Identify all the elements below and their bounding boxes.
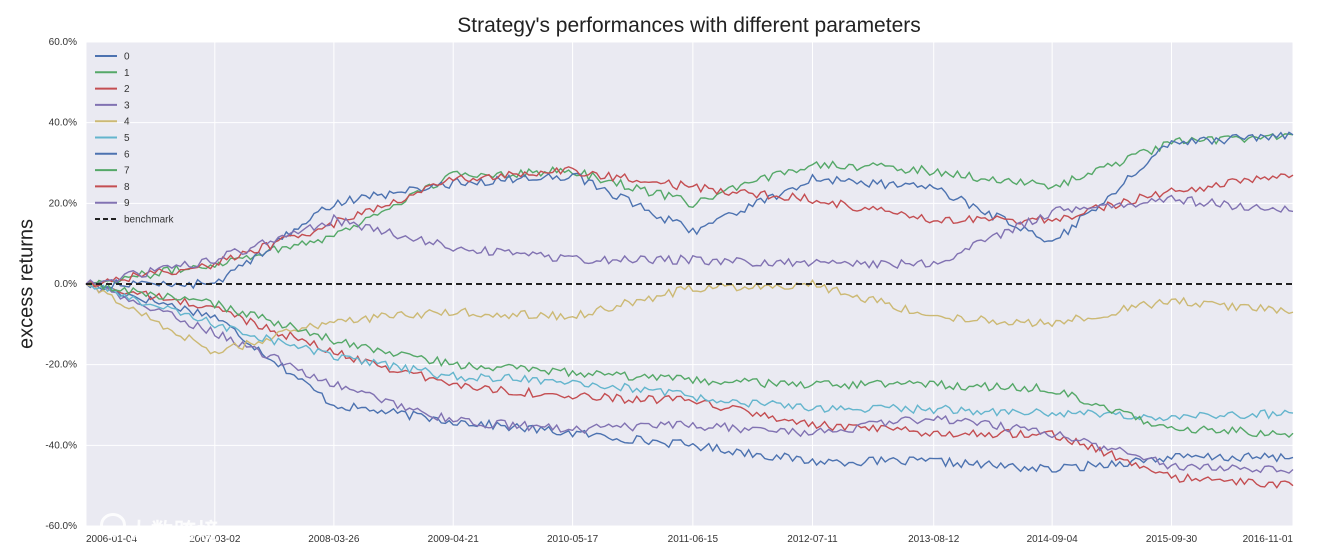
legend-label: 1 [124,68,130,79]
watermark: 大数跨境 [128,519,221,544]
y-tick-label: 60.0% [49,37,77,48]
y-tick-label: 40.0% [49,118,77,129]
x-tick-label: 2014-09-04 [1027,534,1079,545]
legend: 0 1 2 3 4 5 6 7 8 9 benchmark [95,52,174,226]
x-tick-label: 2010-05-17 [547,534,599,545]
legend-label: 0 [124,52,130,63]
series-line [85,279,1294,355]
x-tick-label: 2011-06-15 [668,534,719,545]
series-layer [85,131,1294,489]
series-line [85,283,1294,474]
legend-label: benchmark [124,215,174,226]
series-line [85,194,1294,285]
series-line [85,283,1294,422]
x-tick-label: 2006-01-04 [86,534,138,545]
series-line [85,131,1294,290]
watermark-logo-icon [100,513,126,537]
series-line [85,281,1294,439]
x-tick-label: 2015-09-30 [1146,534,1198,545]
axis-ticks: -60.0%-40.0%-20.0%0.0%20.0%40.0%60.0%200… [45,37,1293,545]
x-tick-label: 2009-04-21 [428,534,480,545]
legend-label: 8 [124,182,130,193]
legend-label: 3 [124,100,130,111]
y-tick-label: 20.0% [49,198,77,209]
x-tick-label: 2013-08-12 [908,534,960,545]
grid [85,41,1294,527]
y-tick-label: 0.0% [54,279,77,290]
legend-label: 7 [124,166,130,177]
legend-label: 9 [124,198,130,209]
legend-label: 5 [124,133,130,144]
legend-label: 6 [124,149,130,160]
series-line [85,282,1294,489]
x-tick-label: 2012-07-11 [787,534,838,545]
series-line [85,133,1294,288]
x-tick-label: 2016-11-01 [1243,534,1294,545]
legend-label: 2 [124,84,130,95]
y-tick-label: -20.0% [45,360,77,371]
series-line [85,282,1294,473]
legend-label: 4 [124,117,130,128]
chart-title: Strategy's performances with different p… [457,14,921,37]
y-tick-label: -40.0% [45,440,77,451]
x-tick-label: 2008-03-26 [308,534,360,545]
y-tick-label: -60.0% [45,521,77,532]
x-tick-label: 2007-03-02 [189,534,241,545]
